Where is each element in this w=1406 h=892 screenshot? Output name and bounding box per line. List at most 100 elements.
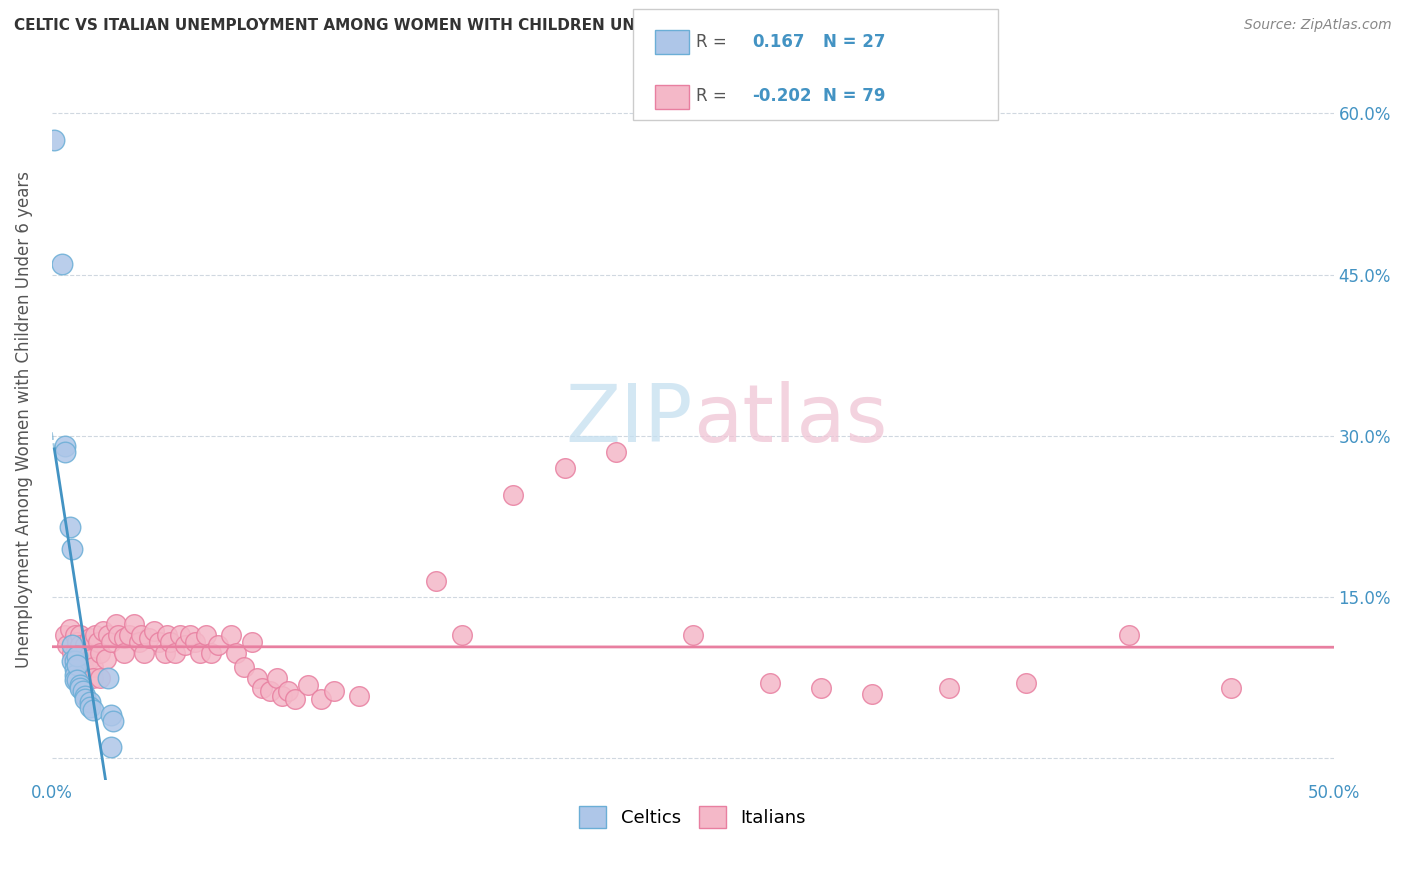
Point [259, 684, 281, 698]
Point [53, 445, 76, 459]
Point [91, 624, 114, 639]
Point [75, 638, 97, 652]
Point [132, 646, 155, 660]
Point [810, 681, 832, 696]
Point [112, 631, 135, 645]
Text: 0.167: 0.167 [752, 33, 804, 51]
Point [131, 627, 153, 641]
Point [179, 627, 201, 641]
Point [63, 654, 86, 668]
Point [284, 692, 307, 706]
Point [59, 520, 82, 534]
Point [169, 627, 191, 641]
Point [271, 689, 294, 703]
Point [51, 257, 73, 271]
Point [87, 635, 110, 649]
Point [69, 678, 91, 692]
Legend: Celtics, Italians: Celtics, Italians [572, 799, 813, 836]
Point [79, 699, 101, 714]
Point [66, 635, 89, 649]
Point [60, 541, 83, 556]
Point [100, 708, 122, 723]
Point [349, 689, 371, 703]
Point [309, 692, 332, 706]
Point [97, 671, 120, 685]
Point [53, 627, 76, 641]
Point [138, 631, 160, 645]
Text: R =: R = [696, 87, 727, 105]
Point [163, 646, 186, 660]
Point [69, 681, 91, 696]
Point [1015, 676, 1038, 690]
Point [219, 627, 242, 641]
Point [118, 627, 141, 641]
Text: -0.202: -0.202 [752, 87, 811, 105]
Point [502, 488, 524, 502]
Point [60, 638, 83, 652]
Text: R =: R = [696, 33, 727, 51]
Point [72, 660, 94, 674]
Point [938, 681, 960, 696]
Point [63, 673, 86, 687]
Point [79, 652, 101, 666]
Point [225, 646, 247, 660]
Point [266, 671, 288, 685]
Point [97, 627, 120, 641]
Point [128, 635, 150, 649]
Point [82, 703, 104, 717]
Point [159, 635, 181, 649]
Point [44, 133, 66, 147]
Text: N = 79: N = 79 [823, 87, 884, 105]
Point [72, 652, 94, 666]
Point [53, 440, 76, 454]
Text: atlas: atlas [693, 381, 887, 458]
Point [246, 671, 269, 685]
Point [100, 635, 122, 649]
Point [63, 646, 86, 660]
Point [553, 461, 575, 475]
Point [66, 673, 89, 687]
Text: CELTIC VS ITALIAN UNEMPLOYMENT AMONG WOMEN WITH CHILDREN UNDER 6 YEARS CORRELATI: CELTIC VS ITALIAN UNEMPLOYMENT AMONG WOM… [14, 18, 935, 33]
Point [66, 648, 89, 663]
Point [75, 692, 97, 706]
Point [174, 638, 197, 652]
Point [194, 627, 217, 641]
Point [112, 646, 135, 660]
Point [63, 668, 86, 682]
Point [240, 635, 263, 649]
Point [233, 660, 256, 674]
Point [104, 616, 127, 631]
Point [69, 627, 91, 641]
Point [322, 684, 344, 698]
Point [63, 627, 86, 641]
Point [63, 662, 86, 676]
Point [425, 574, 447, 588]
Point [94, 652, 117, 666]
Point [66, 657, 89, 672]
Point [72, 684, 94, 698]
Point [207, 638, 229, 652]
Point [190, 646, 212, 660]
Point [69, 638, 91, 652]
Y-axis label: Unemployment Among Women with Children Under 6 years: Unemployment Among Women with Children U… [15, 171, 32, 668]
Point [682, 627, 704, 641]
Text: Source: ZipAtlas.com: Source: ZipAtlas.com [1244, 18, 1392, 32]
Point [66, 648, 89, 663]
Point [89, 671, 111, 685]
Point [250, 681, 273, 696]
Point [56, 638, 79, 652]
Point [59, 622, 82, 636]
Point [75, 689, 97, 703]
Point [82, 660, 104, 674]
Point [82, 671, 104, 685]
Point [1118, 627, 1140, 641]
Point [122, 616, 145, 631]
Point [758, 676, 780, 690]
Point [79, 695, 101, 709]
Point [76, 646, 98, 660]
Point [297, 678, 319, 692]
Point [143, 624, 166, 639]
Point [103, 714, 125, 728]
Point [100, 740, 122, 755]
Text: ZIP: ZIP [565, 381, 693, 458]
